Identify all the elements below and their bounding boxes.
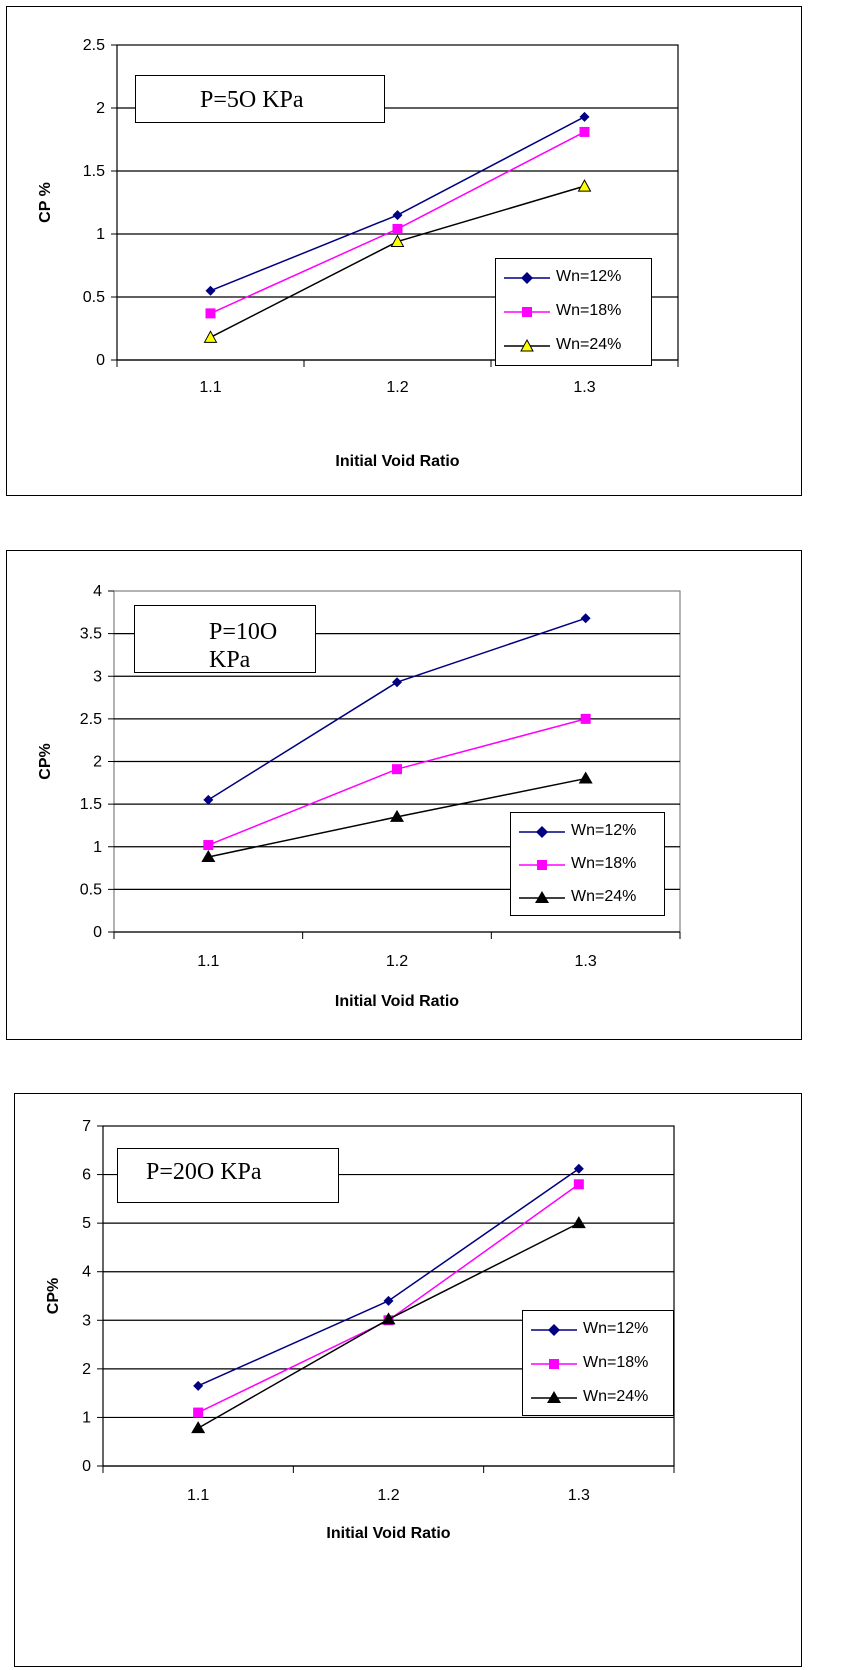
- x-tick-label: 1.2: [386, 379, 408, 396]
- y-tick-label: 7: [82, 1118, 91, 1135]
- x-axis-title: Initial Void Ratio: [335, 993, 459, 1010]
- data-point: [392, 677, 402, 688]
- data-point: [577, 179, 592, 192]
- chart-1-legend: Wn=12% Wn=18% Wn=24%: [495, 258, 652, 366]
- data-point: [390, 234, 405, 248]
- x-axis-title: Initial Void Ratio: [326, 1525, 450, 1542]
- legend-row: Wn=18%: [511, 850, 664, 880]
- y-tick-label: 2.5: [83, 37, 105, 54]
- y-tick-label: 2: [96, 100, 105, 117]
- y-tick-label: 0: [96, 352, 105, 369]
- data-point: [205, 308, 216, 319]
- x-tick-label: 1.2: [377, 1487, 399, 1504]
- legend-row: Wn=12%: [511, 817, 664, 847]
- data-point: [193, 1380, 204, 1391]
- x-tick-label: 1.1: [187, 1487, 209, 1504]
- legend-row: Wn=24%: [511, 883, 664, 913]
- data-point: [390, 809, 404, 822]
- data-point: [201, 849, 216, 862]
- data-point: [579, 126, 590, 137]
- y-tick-label: 1: [93, 839, 102, 856]
- legend-row: Wn=12%: [496, 263, 651, 293]
- y-tick-label: 3.5: [80, 626, 102, 643]
- y-tick-label: 2.5: [80, 711, 102, 728]
- data-point: [571, 1216, 586, 1229]
- legend-label: Wn=12%: [556, 268, 622, 285]
- y-tick-label: 4: [93, 583, 102, 600]
- data-point: [580, 713, 591, 724]
- data-point: [203, 794, 214, 805]
- y-tick-label: 6: [82, 1167, 91, 1184]
- x-tick-label: 1.2: [386, 953, 408, 970]
- data-point: [203, 840, 214, 851]
- legend-label: Wn=12%: [583, 1320, 649, 1337]
- data-point: [191, 1421, 206, 1434]
- data-point: [579, 111, 590, 122]
- legend-row: Wn=18%: [523, 1349, 673, 1379]
- legend-label: Wn=18%: [571, 855, 637, 872]
- data-point: [193, 1407, 204, 1418]
- data-point: [580, 613, 591, 624]
- chart-2-svg: 0 0.5 1 1.5 2 2.5 3 3.5 4 1.1 1.2 1.3 Initial Void R…: [37, 583, 681, 1010]
- y-tick-label: 2: [82, 1361, 91, 1378]
- chart-3-annotation: P=20O KPa: [117, 1148, 339, 1203]
- y-axis-title: CP%: [37, 743, 54, 779]
- y-tick-label: 3: [82, 1312, 91, 1329]
- y-tick-label: 4: [82, 1264, 91, 1281]
- data-point: [573, 1163, 584, 1174]
- legend-label: Wn=24%: [571, 888, 637, 905]
- x-tick-label: 1.3: [568, 1487, 590, 1504]
- legend-label: Wn=24%: [583, 1388, 649, 1405]
- y-tick-label: 1.5: [83, 163, 105, 180]
- y-tick-label: 2: [93, 754, 102, 771]
- legend-row: Wn=24%: [496, 331, 651, 361]
- data-point: [392, 223, 403, 234]
- x-tick-label: 1.3: [573, 379, 595, 396]
- chart-2-legend: Wn=12% Wn=18% Wn=24%: [510, 812, 665, 916]
- data-point: [203, 330, 218, 343]
- x-axis-title: Initial Void Ratio: [335, 453, 459, 470]
- x-tick-label: 1.1: [197, 953, 219, 970]
- legend-row: Wn=24%: [523, 1383, 673, 1413]
- chart-3-legend: Wn=12% Wn=18% Wn=24%: [522, 1310, 674, 1416]
- legend-row: Wn=12%: [523, 1315, 673, 1345]
- chart-1-annotation: P=5O KPa: [135, 75, 385, 123]
- data-point: [381, 1312, 396, 1325]
- y-tick-label: 1: [96, 226, 105, 243]
- data-point: [383, 1295, 394, 1306]
- y-tick-label: 0.5: [80, 881, 102, 898]
- legend-label: Wn=24%: [556, 336, 622, 353]
- data-point: [205, 285, 216, 296]
- y-tick-label: 1: [82, 1409, 91, 1426]
- y-tick-label: 0: [82, 1458, 91, 1475]
- y-axis-title: CP %: [37, 182, 54, 223]
- legend-label: Wn=18%: [556, 302, 622, 319]
- data-point: [578, 771, 593, 784]
- legend-row: Wn=18%: [496, 297, 651, 327]
- y-tick-label: 0.5: [83, 289, 105, 306]
- y-tick-label: 0: [93, 924, 102, 941]
- x-tick-label: 1.1: [199, 379, 221, 396]
- chart-1-svg: 0 0.5 1 1.5 2 2.5 1.1 1.2 1.3 Initial Void Ratio C…: [37, 37, 679, 470]
- data-point: [573, 1179, 584, 1190]
- legend-label: Wn=18%: [583, 1354, 649, 1371]
- data-point: [392, 210, 403, 221]
- y-tick-label: 3: [93, 668, 102, 685]
- y-tick-label: 1.5: [80, 796, 102, 813]
- y-tick-label: 5: [82, 1215, 91, 1232]
- x-tick-label: 1.3: [575, 953, 597, 970]
- y-axis-title: CP%: [45, 1278, 62, 1314]
- legend-label: Wn=12%: [571, 822, 637, 839]
- data-point: [392, 764, 402, 775]
- chart-2-annotation: P=10O KPa: [134, 605, 316, 673]
